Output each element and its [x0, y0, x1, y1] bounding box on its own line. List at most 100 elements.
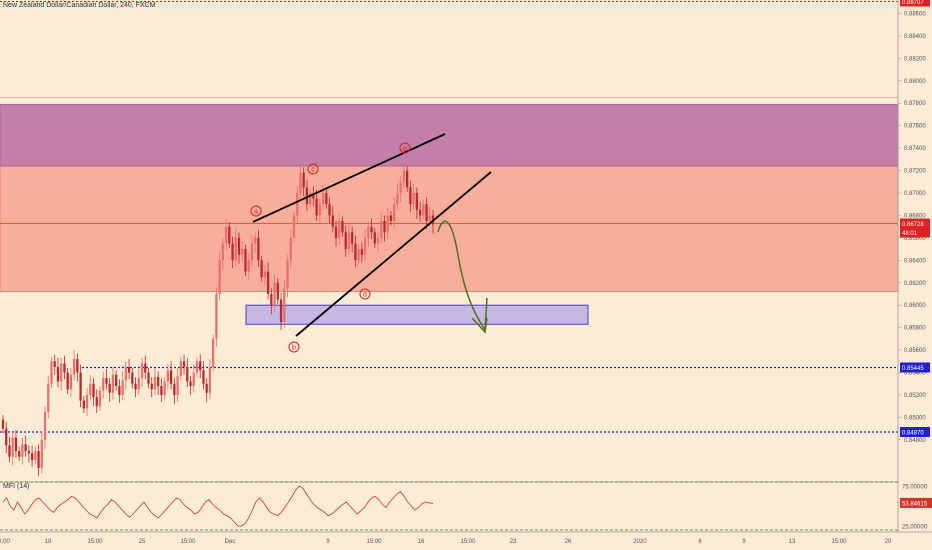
candle-body: [14, 437, 18, 452]
candle-body: [289, 237, 292, 261]
candle-body: [30, 453, 34, 461]
candle-body: [72, 359, 76, 375]
candle-body: [409, 187, 412, 205]
candle-body: [241, 249, 244, 255]
candle-body: [276, 282, 279, 300]
price-label: 48:01: [902, 231, 918, 237]
candle-body: [137, 378, 140, 390]
price-tick-label: 0.86400: [904, 258, 926, 264]
candle-body: [338, 221, 341, 238]
candle-body: [270, 293, 273, 306]
candle-body: [373, 232, 376, 244]
candle-body: [399, 181, 402, 193]
candle-body: [131, 372, 134, 384]
wave-label-e: e: [403, 146, 407, 153]
candle-body: [66, 372, 69, 390]
price-tick-label: 0.87000: [904, 191, 926, 197]
candle-body: [367, 226, 370, 238]
candle-body: [386, 215, 389, 233]
time-tick-label: 15:00: [180, 539, 196, 545]
candle-body: [1, 419, 5, 429]
wave-marker-c: [307, 163, 319, 175]
wave-label-b: b: [292, 345, 296, 352]
price-label: 0.88707: [902, 0, 924, 6]
candle-body: [186, 366, 189, 382]
candle-body: [173, 383, 176, 395]
candle-body: [254, 237, 257, 244]
time-tick-label: 6: [698, 539, 702, 545]
time-tick-label: 9: [326, 539, 330, 545]
candle-body: [341, 221, 344, 233]
candle-body: [305, 187, 309, 205]
upper-trendline: [252, 133, 446, 223]
candle-body: [393, 204, 396, 222]
price-tick-label: 0.86000: [904, 303, 926, 309]
candle-body: [422, 204, 425, 216]
candle-body: [21, 444, 24, 457]
time-tick-label: 2020: [633, 539, 647, 545]
price-label: 0.86728: [902, 222, 924, 228]
candle-body: [60, 363, 63, 382]
candle-body: [18, 451, 21, 457]
candle-body: [121, 380, 124, 395]
candle-body: [347, 232, 351, 250]
candle-body: [182, 361, 186, 367]
candle-body: [8, 445, 11, 457]
wave-marker-a: [250, 205, 262, 217]
candle-body: [283, 288, 286, 323]
candle-body: [144, 363, 147, 373]
candle-body: [321, 192, 325, 205]
candle-body: [351, 232, 354, 244]
candle-body: [85, 394, 89, 409]
candle-body: [344, 232, 347, 250]
time-tick-label: 15:00: [460, 539, 476, 545]
time-tick-label: 13: [789, 539, 796, 545]
candle-body: [228, 226, 231, 244]
wave-marker-b: [288, 341, 300, 353]
candle-body: [24, 444, 27, 452]
price-tick-label: 0.86200: [904, 281, 926, 287]
price-tick-label: 0.85000: [904, 415, 926, 421]
candle-body: [105, 378, 108, 384]
candle-body: [354, 243, 357, 261]
candle-body: [127, 366, 131, 373]
time-tick-label: 9: [742, 539, 746, 545]
candle-body: [315, 198, 318, 216]
price-tick-label: 0.86600: [904, 236, 926, 242]
wave-label-d: d: [363, 292, 367, 299]
price-tick-label: 0.87600: [904, 124, 926, 130]
price-label-box: [900, 362, 930, 373]
candle-body: [215, 293, 218, 339]
candle-body: [418, 209, 422, 216]
price-label-box: [900, 218, 930, 229]
candle-body: [412, 192, 415, 205]
candle-body: [153, 377, 157, 390]
candle-body: [108, 383, 111, 393]
candle-body: [92, 383, 95, 398]
candle-body: [234, 237, 237, 261]
candle-body: [140, 363, 144, 379]
wave-label-c: c: [311, 167, 315, 174]
candle-body: [124, 366, 127, 381]
candle-body: [166, 370, 170, 382]
time-tick-label: 15:00: [366, 539, 382, 545]
candle-body: [69, 374, 73, 390]
time-tick-label: 25: [139, 539, 146, 545]
candle-body: [325, 192, 328, 205]
candle-body: [266, 271, 270, 294]
candle-body: [34, 451, 37, 461]
candle-body: [95, 397, 98, 407]
candle-body: [160, 385, 163, 395]
candle-body: [263, 271, 267, 278]
price-tick-label: 0.84800: [904, 438, 926, 444]
candle-body: [76, 359, 79, 373]
price-tick-label: 0.87800: [904, 101, 926, 107]
candle-body: [82, 400, 85, 409]
candle-body: [212, 338, 215, 367]
wave-marker-d: [359, 288, 371, 300]
candle-body: [318, 204, 321, 216]
candle-body: [179, 361, 182, 376]
time-tick-label: 16: [418, 539, 425, 545]
